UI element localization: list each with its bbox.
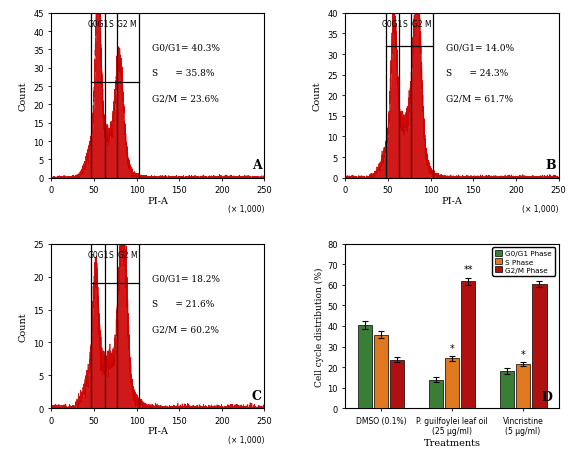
Text: G2/M = 61.7%: G2/M = 61.7% <box>446 95 513 103</box>
Bar <box>516 364 530 409</box>
Text: G0/G1= 14.0%: G0/G1= 14.0% <box>446 44 514 52</box>
Text: (× 1,000): (× 1,000) <box>228 205 264 213</box>
Y-axis label: Count: Count <box>312 81 321 111</box>
Text: D: D <box>542 391 552 403</box>
Text: S: S <box>109 251 113 260</box>
Text: G0/G1= 40.3%: G0/G1= 40.3% <box>152 44 220 52</box>
Legend: G0/G1 Phase, S Phase, G2/M Phase: G0/G1 Phase, S Phase, G2/M Phase <box>492 248 555 276</box>
Bar <box>390 360 405 409</box>
Bar <box>445 358 459 409</box>
X-axis label: PI-A: PI-A <box>148 196 168 205</box>
Text: G0G1: G0G1 <box>88 251 109 260</box>
Y-axis label: Count: Count <box>19 312 27 341</box>
Text: C: C <box>252 389 262 402</box>
Text: S: S <box>109 20 113 29</box>
Bar <box>357 325 372 409</box>
Bar <box>500 371 514 409</box>
X-axis label: PI-A: PI-A <box>442 196 462 205</box>
Text: S      = 24.3%: S = 24.3% <box>446 69 508 78</box>
Text: G2/M = 60.2%: G2/M = 60.2% <box>152 325 219 334</box>
Text: (× 1,000): (× 1,000) <box>228 435 264 444</box>
Text: (× 1,000): (× 1,000) <box>522 205 559 213</box>
Text: G2/M = 23.6%: G2/M = 23.6% <box>152 95 219 103</box>
Bar <box>461 282 475 409</box>
Bar <box>374 335 388 409</box>
Text: G0G1: G0G1 <box>88 20 109 29</box>
X-axis label: PI-A: PI-A <box>148 426 168 436</box>
Text: G0G1: G0G1 <box>382 20 403 29</box>
Bar <box>429 380 443 409</box>
Text: **: ** <box>463 265 473 275</box>
Y-axis label: Cell cycle distribution (%): Cell cycle distribution (%) <box>315 267 324 386</box>
Text: *: * <box>521 349 526 359</box>
Text: G2 M: G2 M <box>412 20 432 29</box>
Text: G2 M: G2 M <box>116 20 136 29</box>
Text: G0/G1= 18.2%: G0/G1= 18.2% <box>152 274 220 283</box>
Text: *: * <box>450 343 454 353</box>
Text: S      = 35.8%: S = 35.8% <box>152 69 214 78</box>
Text: S      = 21.6%: S = 21.6% <box>152 299 214 308</box>
Text: G2 M: G2 M <box>118 251 138 260</box>
Text: A: A <box>252 159 262 172</box>
Bar <box>532 285 547 409</box>
Y-axis label: Count: Count <box>18 81 27 111</box>
Text: S: S <box>403 20 408 29</box>
Text: **: ** <box>535 269 544 279</box>
Text: B: B <box>545 159 556 172</box>
X-axis label: Treatments: Treatments <box>424 438 481 447</box>
